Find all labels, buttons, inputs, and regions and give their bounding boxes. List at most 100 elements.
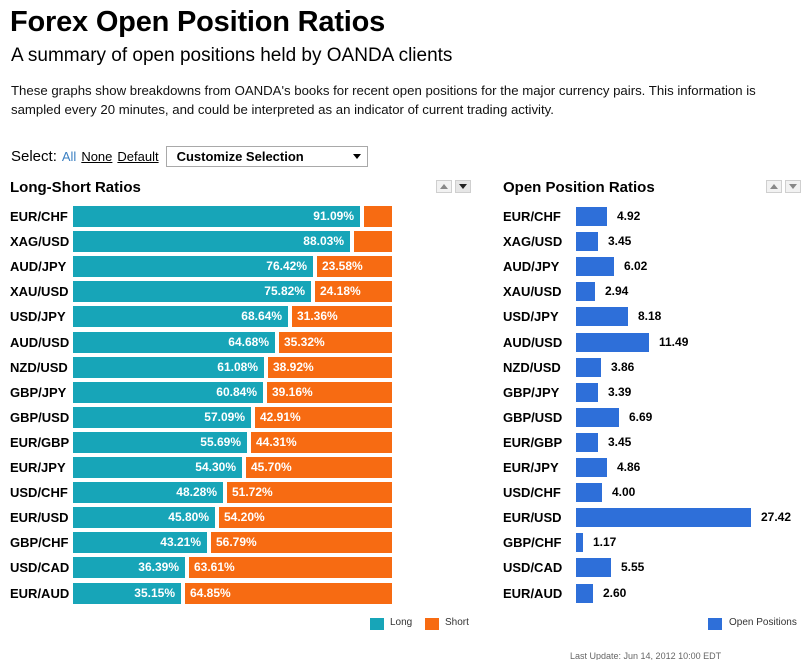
open-position-bar	[576, 432, 598, 452]
legend-long-label: Long	[390, 617, 413, 628]
ls-category-label: USD/JPY	[10, 309, 66, 325]
short-bar: 35.32%	[279, 331, 392, 353]
op-category-label: USD/CAD	[503, 560, 563, 576]
open-position-value: 3.45	[608, 234, 632, 249]
ls-category-label: AUD/JPY	[10, 259, 67, 275]
chevron-down-icon	[352, 153, 361, 159]
open-position-bar	[576, 382, 598, 402]
short-bar: 44.31%	[251, 431, 392, 453]
long-bar: 64.68%	[73, 331, 275, 353]
select-label: Select:	[11, 147, 57, 165]
sort-ascending-button-op[interactable]	[766, 180, 782, 193]
op-category-label: XAU/USD	[503, 284, 562, 300]
long-bar: 75.82%	[73, 281, 311, 303]
dropdown-value: Customize Selection	[176, 148, 304, 164]
ls-category-label: USD/CAD	[10, 560, 70, 576]
long-bar: 55.69%	[73, 431, 247, 453]
open-position-value: 4.92	[617, 209, 641, 223]
short-bar	[354, 231, 392, 253]
op-category-label: USD/CHF	[503, 485, 561, 501]
arrow-down-icon	[789, 184, 797, 189]
long-bar: 68.64%	[73, 306, 288, 328]
open-position-value: 3.45	[608, 434, 632, 449]
ls-category-label: AUD/USD	[10, 334, 70, 350]
ls-category-label: EUR/GBP	[10, 434, 70, 450]
op-category-label: USD/JPY	[503, 309, 559, 325]
last-update: Last Update: Jun 14, 2012 10:00 EDT	[570, 651, 722, 660]
open-position-bar	[576, 332, 649, 352]
op-category-label: EUR/AUD	[503, 585, 563, 601]
ls-category-label: XAG/USD	[10, 234, 70, 250]
page-subtitle: A summary of open positions held by OAND…	[11, 45, 453, 66]
op-category-label: NZD/USD	[503, 359, 561, 375]
select-none-link[interactable]: None	[81, 148, 113, 164]
short-bar: 31.36%	[292, 306, 392, 328]
open-position-bar	[576, 483, 602, 503]
open-position-value: 8.18	[638, 309, 662, 324]
sort-descending-button-op[interactable]	[785, 180, 801, 193]
open-position-bar	[576, 207, 607, 226]
select-default-link[interactable]: Default	[117, 148, 159, 164]
op-category-label: EUR/CHF	[503, 209, 561, 224]
ls-category-label: EUR/CHF	[10, 209, 68, 224]
open-position-value: 2.60	[603, 585, 627, 600]
sort-descending-button-ls[interactable]	[455, 180, 471, 193]
short-bar: 63.61%	[189, 557, 392, 579]
long-bar: 45.80%	[73, 507, 215, 529]
open-position-bar	[576, 257, 614, 277]
short-bar	[364, 206, 392, 227]
ls-category-label: EUR/USD	[10, 510, 69, 526]
open-position-bar	[576, 307, 628, 327]
ls-category-label: EUR/AUD	[10, 585, 70, 601]
short-bar: 56.79%	[211, 532, 392, 554]
short-bar: 64.85%	[185, 582, 392, 604]
op-category-label: XAG/USD	[503, 234, 563, 250]
open-position-value: 4.86	[617, 460, 641, 474]
ls-category-label: GBP/USD	[10, 409, 70, 425]
ls-category-label: GBP/JPY	[10, 384, 67, 400]
open-position-bar	[576, 458, 607, 477]
short-bar: 39.16%	[267, 381, 392, 403]
legend-short-swatch	[425, 618, 439, 630]
open-position-value: 6.02	[624, 259, 648, 274]
ls-category-label: XAU/USD	[10, 284, 69, 300]
open-position-bar	[576, 583, 593, 603]
long-bar: 57.09%	[73, 406, 251, 428]
arrow-up-icon	[770, 184, 778, 189]
legend-short-label: Short	[445, 617, 469, 628]
long-bar: 54.30%	[73, 457, 242, 478]
long-bar: 43.21%	[73, 532, 207, 554]
open-position-bar	[576, 282, 595, 302]
open-position-bar	[576, 357, 601, 377]
open-position-bar	[576, 558, 611, 578]
long-bar: 76.42%	[73, 256, 313, 278]
legend-long-swatch	[370, 618, 384, 630]
open-position-title: Open Position Ratios	[503, 179, 655, 196]
long-bar: 91.09%	[73, 206, 360, 227]
legend-open-positions-swatch	[708, 618, 722, 630]
op-category-label: EUR/JPY	[503, 460, 559, 475]
sort-ascending-button-ls[interactable]	[436, 180, 452, 193]
open-position-value: 2.94	[605, 284, 629, 299]
select-bar: Select: All None Default Customize Selec…	[11, 145, 368, 167]
short-bar: 51.72%	[227, 482, 392, 504]
short-bar: 38.92%	[268, 356, 392, 378]
arrow-down-icon	[459, 184, 467, 189]
short-bar: 54.20%	[219, 507, 392, 529]
open-position-value: 6.69	[629, 409, 653, 424]
long-bar: 61.08%	[73, 356, 264, 378]
long-bar: 36.39%	[73, 557, 185, 579]
open-position-bar	[576, 407, 619, 427]
op-category-label: EUR/GBP	[503, 434, 563, 450]
ls-category-label: EUR/JPY	[10, 460, 66, 475]
select-all-link[interactable]: All	[61, 148, 77, 164]
customize-selection-dropdown[interactable]: Customize Selection	[165, 145, 368, 167]
short-bar: 42.91%	[255, 406, 392, 428]
open-position-bar	[576, 533, 583, 553]
op-category-label: GBP/USD	[503, 409, 563, 425]
op-category-label: AUD/USD	[503, 334, 563, 350]
ls-category-label: USD/CHF	[10, 485, 68, 501]
op-category-label: GBP/JPY	[503, 384, 560, 400]
op-category-label: AUD/JPY	[503, 259, 560, 275]
open-position-value: 11.49	[659, 334, 689, 349]
